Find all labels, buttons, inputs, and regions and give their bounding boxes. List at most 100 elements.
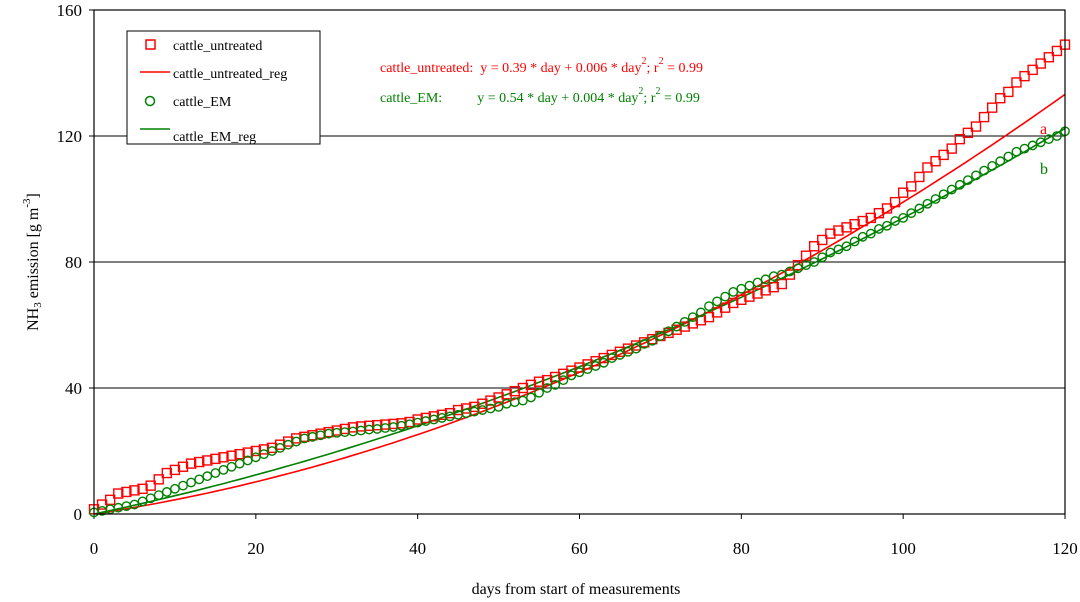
- data-point-circle: [259, 449, 269, 460]
- data-point-circle: [534, 387, 544, 398]
- data-point-circle: [170, 483, 180, 494]
- data-point-circle: [801, 260, 811, 271]
- legend-label-em: cattle_EM: [173, 95, 232, 110]
- y-tick-label: 0: [74, 505, 83, 524]
- data-point-circle: [914, 203, 925, 214]
- data-point-square: [881, 203, 893, 214]
- data-point-circle: [283, 439, 294, 450]
- curve-label-b: b: [1040, 161, 1048, 178]
- data-point-circle: [250, 452, 261, 463]
- legend: cattle_untreated cattle_untreated_reg ca…: [126, 30, 321, 145]
- data-point-square: [760, 285, 771, 296]
- data-point-circle: [275, 442, 286, 453]
- data-point-circle: [639, 338, 650, 349]
- equation-untreated-suffix: = 0.99: [664, 61, 703, 76]
- data-point-square: [978, 111, 990, 123]
- data-point-square: [477, 398, 488, 409]
- data-point-square: [1051, 45, 1063, 57]
- data-point-circle: [825, 247, 836, 258]
- equation-untreated-mid: ; r: [647, 61, 659, 76]
- data-point-circle: [267, 446, 277, 456]
- y-axis-title-sub: 3: [32, 302, 44, 308]
- data-point-circle: [679, 316, 690, 327]
- data-point-square: [768, 282, 779, 293]
- curve-label-a: a: [1040, 121, 1047, 138]
- data-point-circle: [615, 350, 625, 360]
- data-point-circle: [728, 287, 739, 297]
- data-point-circle: [1019, 143, 1030, 154]
- data-point-circle: [752, 277, 763, 288]
- data-point-circle: [655, 331, 666, 341]
- data-point-square: [1035, 58, 1046, 69]
- x-tick-label: 0: [90, 539, 99, 558]
- regression-line-cattle_untreated_reg: [93, 93, 1066, 515]
- data-point-circle: [744, 280, 755, 291]
- data-point-circle: [817, 252, 828, 263]
- data-point-circle: [946, 184, 957, 195]
- x-tick-label: 100: [890, 539, 916, 558]
- data-point-square: [493, 392, 504, 403]
- data-point-circle: [873, 224, 884, 234]
- y-tick-label: 80: [65, 253, 82, 272]
- data-point-square: [485, 395, 496, 406]
- data-point-circle: [526, 392, 536, 403]
- data-point-circle: [857, 231, 868, 242]
- data-point-square: [930, 155, 941, 167]
- y-axis-title: NH3 emission [g m-3]: [21, 193, 44, 331]
- series-cattle_EM: [89, 126, 1070, 518]
- data-point-circle: [995, 156, 1006, 167]
- data-point-circle: [493, 401, 504, 412]
- data-point-circle: [963, 175, 973, 186]
- data-point-circle: [202, 471, 213, 482]
- data-point-square: [533, 376, 545, 387]
- legend-label-em-reg: cattle_EM_reg: [173, 130, 256, 145]
- equation-em-prefix: cattle_EM: y = 0.54 * day + 0.004 * day: [380, 91, 638, 106]
- data-point-square: [954, 133, 966, 145]
- data-point-circle: [922, 198, 933, 209]
- data-point-square: [226, 450, 237, 461]
- data-point-circle: [210, 468, 221, 478]
- data-point-circle: [776, 269, 787, 280]
- data-point-circle: [833, 244, 844, 255]
- data-point-square: [218, 452, 229, 463]
- legend-marker-em: [144, 95, 156, 107]
- data-point-circle: [145, 493, 156, 504]
- data-point-circle: [930, 194, 941, 204]
- y-axis-title-end: ]: [25, 193, 42, 198]
- data-point-square: [1027, 64, 1038, 76]
- data-point-square: [1011, 77, 1022, 88]
- data-point-square: [914, 171, 925, 183]
- data-point-square: [129, 485, 140, 496]
- equation-untreated: cattle_untreated: y = 0.39 * day + 0.006…: [380, 56, 703, 76]
- data-point-circle: [736, 283, 747, 294]
- x-tick-label: 40: [409, 539, 426, 558]
- data-point-square: [986, 102, 998, 113]
- data-point-circle: [687, 312, 698, 323]
- data-point-circle: [218, 464, 229, 475]
- equation-em-mid: ; r: [643, 91, 655, 106]
- data-point-circle: [671, 321, 682, 332]
- data-point-circle: [558, 375, 569, 386]
- data-point-circle: [760, 274, 771, 285]
- data-point-circle: [129, 499, 140, 510]
- data-point-circle: [784, 266, 795, 277]
- data-point-circle: [153, 490, 164, 500]
- data-point-circle: [1043, 134, 1054, 145]
- equation-untreated-exp2: 2: [659, 56, 664, 67]
- data-point-circle: [898, 212, 909, 223]
- data-point-square: [938, 149, 949, 161]
- data-point-square: [161, 467, 173, 479]
- data-point-circle: [161, 487, 172, 497]
- data-point-square: [121, 486, 132, 498]
- data-point-circle: [720, 291, 731, 302]
- data-point-square: [776, 278, 787, 290]
- data-point-square: [185, 458, 197, 469]
- data-point-circle: [234, 458, 245, 469]
- data-point-square: [800, 250, 812, 261]
- data-point-circle: [186, 477, 197, 488]
- data-point-square: [153, 474, 164, 485]
- x-tick-label: 60: [571, 539, 588, 558]
- plot-frame: [93, 9, 1066, 515]
- equation-em-suffix: = 0.99: [660, 91, 699, 106]
- data-point-circle: [663, 326, 674, 337]
